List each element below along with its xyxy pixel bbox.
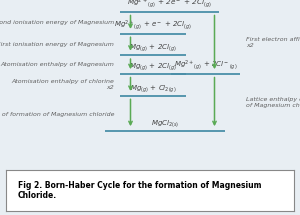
Text: Mg$^{2+}$$_{(g)}$ + 2Cl$^-$$_{(g)}$: Mg$^{2+}$$_{(g)}$ + 2Cl$^-$$_{(g)}$	[174, 59, 237, 72]
Text: Mg$^{2+}$$_{(g)}$ + 2e$^-$ + 2Cl$_{(g)}$: Mg$^{2+}$$_{(g)}$ + 2e$^-$ + 2Cl$_{(g)}$	[127, 0, 212, 10]
Text: Mg$_{(g)}$ + Cl$_{2(g)}$: Mg$_{(g)}$ + Cl$_{2(g)}$	[130, 83, 176, 94]
Text: Mg$_{(g)}$ + 2Cl$_{(g)}$: Mg$_{(g)}$ + 2Cl$_{(g)}$	[129, 43, 177, 53]
Text: First electron affinity of chlorine
x2: First electron affinity of chlorine x2	[246, 37, 300, 48]
Text: Second ionisation energy of Magnesium: Second ionisation energy of Magnesium	[0, 20, 114, 25]
Text: MgCl$_{2(s)}$: MgCl$_{2(s)}$	[151, 118, 179, 129]
Text: Enthalpy of formation of Magnesium chloride: Enthalpy of formation of Magnesium chlor…	[0, 112, 114, 117]
Text: Lattice enthalpy of formation
of Magnesium chloride: Lattice enthalpy of formation of Magnesi…	[246, 97, 300, 108]
Text: Mg$_{(g)}$ + 2Cl$_{(g)}$: Mg$_{(g)}$ + 2Cl$_{(g)}$	[129, 61, 177, 72]
Text: First ionisation energy of Magnesium: First ionisation energy of Magnesium	[0, 42, 114, 47]
Text: Mg$^{2+}$$_{(g)}$ + e$^-$ + 2Cl$_{(g)}$: Mg$^{2+}$$_{(g)}$ + e$^-$ + 2Cl$_{(g)}$	[114, 18, 192, 32]
Text: Atomisation enthalpy of Magnesium: Atomisation enthalpy of Magnesium	[0, 62, 114, 67]
Text: Atomisation enthalpy of chlorine
x2: Atomisation enthalpy of chlorine x2	[11, 79, 114, 90]
Text: Fig 2. Born-Haber Cycle for the formation of Magnesium
Chloride.: Fig 2. Born-Haber Cycle for the formatio…	[17, 181, 261, 200]
